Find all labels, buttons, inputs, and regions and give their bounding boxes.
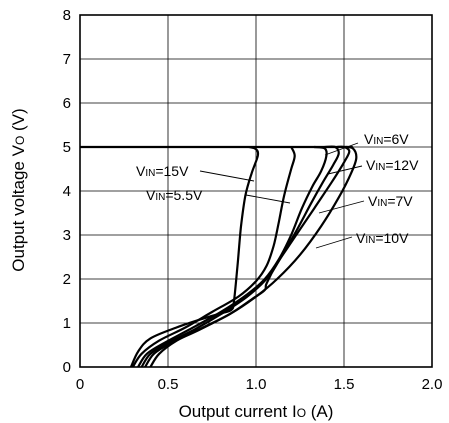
y-tick-labels: 0 1 2 3 4 5 6 7 8 xyxy=(63,7,71,376)
x-tick-label: 0 xyxy=(76,376,84,393)
y-axis-title-unit: (V) xyxy=(9,108,28,135)
series-line-vin-10v xyxy=(149,145,358,368)
label-vin-5-5v-v: V xyxy=(146,187,156,203)
y-tick-label: 5 xyxy=(63,139,71,156)
label-vin-7v: VIN=7V xyxy=(368,193,413,209)
y-tick-label: 1 xyxy=(63,315,71,332)
label-vin-15v: VIN=15V xyxy=(136,163,189,179)
x-axis-title-sub: O xyxy=(297,406,306,420)
label-vin-12v-v: V xyxy=(366,157,376,173)
label-vin-12v: VIN=12V xyxy=(366,157,419,173)
label-vin-10v-value: =10V xyxy=(375,230,409,246)
x-axis-title: Output current IO (A) xyxy=(179,402,334,421)
label-vin-10v: VIN=10V xyxy=(356,230,409,246)
series-group xyxy=(129,145,358,368)
label-vin-5-5v: VIN=5.5V xyxy=(146,187,203,203)
y-tick-label: 0 xyxy=(63,359,71,376)
label-vin-12v-value: =12V xyxy=(385,157,419,173)
label-vin-7v-value: =7V xyxy=(387,193,413,209)
y-tick-label: 4 xyxy=(63,183,71,200)
x-axis-title-unit: (A) xyxy=(306,402,333,421)
y-tick-label: 7 xyxy=(63,51,71,68)
leader-vin-5-5v xyxy=(245,194,291,204)
y-tick-label: 2 xyxy=(63,271,71,288)
label-vin-6v-value: =6V xyxy=(383,131,409,147)
leader-lines xyxy=(199,142,365,249)
leader-vin-12v xyxy=(327,165,363,175)
label-vin-6v: VIN=6V xyxy=(364,131,409,147)
label-vin-5-5v-sub: IN xyxy=(155,192,165,203)
series-line-vin-15v xyxy=(129,145,260,368)
label-vin-5-5v-value: =5.5V xyxy=(165,187,203,203)
y-tick-label: 8 xyxy=(63,7,71,24)
y-tick-label: 3 xyxy=(63,227,71,244)
x-tick-labels: 0 0.5 1.0 1.5 2.0 xyxy=(76,376,443,393)
leader-vin-10v xyxy=(315,236,353,249)
label-vin-15v-value: =15V xyxy=(155,163,189,179)
label-vin-15v-v: V xyxy=(136,163,146,179)
y-axis-title: Output voltage VO (V) xyxy=(9,108,28,271)
label-vin-6v-sub: IN xyxy=(373,136,383,147)
label-vin-12v-sub: IN xyxy=(375,162,385,173)
label-vin-7v-sub: IN xyxy=(377,198,387,209)
label-vin-6v-v: V xyxy=(364,131,374,147)
x-tick-label: 2.0 xyxy=(422,376,443,393)
y-tick-label: 6 xyxy=(63,95,71,112)
y-axis-title-main: Output voltage V xyxy=(9,144,28,271)
x-tick-label: 1.5 xyxy=(334,376,355,393)
leader-vin-7v xyxy=(318,200,365,214)
label-vin-10v-v: V xyxy=(356,230,366,246)
leader-vin-6v xyxy=(324,142,359,156)
leader-vin-15v xyxy=(199,170,255,182)
plot-frame xyxy=(79,14,433,368)
label-vin-15v-sub: IN xyxy=(145,168,155,179)
x-tick-label: 1.0 xyxy=(246,376,267,393)
series-line-vin-5-5v xyxy=(131,146,296,368)
label-vin-10v-sub: IN xyxy=(365,235,375,246)
grid-lines xyxy=(79,14,433,368)
x-axis-title-main: Output current I xyxy=(179,402,297,421)
x-tick-label: 0.5 xyxy=(158,376,179,393)
y-axis-title-sub: O xyxy=(13,136,27,145)
label-vin-7v-v: V xyxy=(368,193,378,209)
